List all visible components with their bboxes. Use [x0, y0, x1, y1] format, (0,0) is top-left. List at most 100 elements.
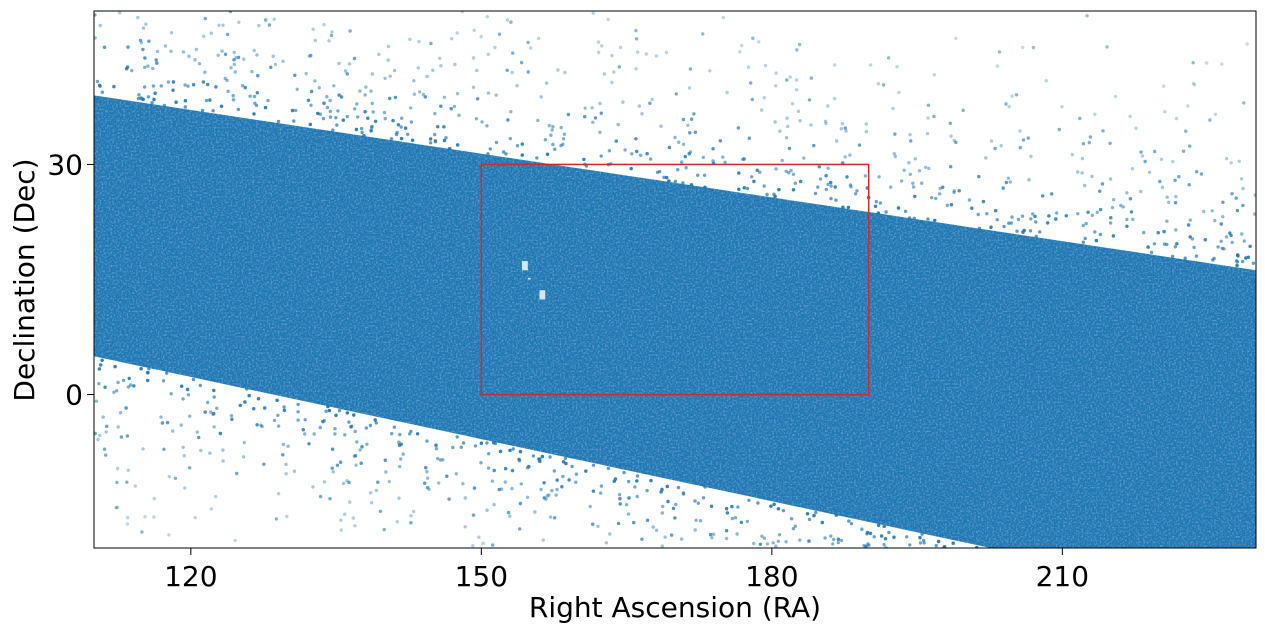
data-point — [784, 169, 788, 173]
data-point — [818, 177, 823, 181]
data-point — [137, 93, 141, 97]
data-point — [218, 431, 223, 436]
data-point — [348, 29, 352, 33]
data-point — [382, 527, 386, 532]
data-point — [281, 453, 285, 457]
data-point — [676, 485, 681, 490]
data-point — [1162, 242, 1167, 246]
data-point — [1152, 242, 1157, 246]
data-point — [173, 476, 178, 480]
data-point — [425, 470, 429, 474]
data-point — [94, 431, 97, 436]
data-point — [438, 56, 442, 60]
data-point — [831, 542, 835, 546]
data-point — [634, 28, 638, 33]
data-point — [313, 79, 317, 83]
data-point — [823, 119, 828, 124]
data-point — [457, 113, 461, 117]
data-point — [105, 424, 109, 428]
data-point — [1031, 45, 1036, 50]
data-point — [633, 485, 637, 489]
data-point — [274, 517, 279, 521]
data-point — [94, 431, 97, 436]
data-point — [1208, 118, 1212, 122]
data-point — [328, 497, 332, 501]
data-point — [347, 420, 351, 424]
data-point — [1153, 149, 1157, 154]
data-point — [1170, 254, 1175, 259]
data-point — [255, 423, 259, 427]
x-tick-label: 120 — [164, 560, 217, 593]
x-axis-label: Right Ascension (RA) — [529, 591, 821, 624]
data-point — [1085, 14, 1089, 18]
data-point — [212, 425, 216, 429]
data-point — [322, 101, 326, 105]
data-point — [352, 56, 357, 61]
data-point — [146, 95, 151, 99]
data-point — [718, 139, 722, 143]
data-point — [438, 458, 443, 462]
data-point — [391, 118, 395, 123]
data-point — [648, 101, 652, 105]
data-point — [187, 466, 192, 470]
data-point — [610, 80, 614, 85]
data-point — [369, 501, 374, 505]
data-point — [1080, 171, 1084, 175]
data-point — [629, 166, 633, 171]
data-point — [1129, 210, 1134, 214]
data-point — [1139, 189, 1143, 194]
data-point — [755, 168, 759, 172]
data-point — [449, 37, 454, 41]
data-point — [112, 390, 116, 394]
data-point — [884, 210, 888, 214]
data-point — [883, 537, 888, 541]
data-point — [386, 58, 390, 62]
data-point — [100, 358, 104, 362]
data-point — [511, 51, 515, 55]
data-point — [383, 458, 387, 462]
data-point — [343, 69, 348, 73]
data-point — [637, 104, 641, 108]
data-point — [143, 515, 147, 519]
data-point — [1181, 149, 1186, 153]
data-point — [97, 382, 101, 386]
data-point — [1128, 197, 1133, 201]
data-point — [1110, 205, 1115, 210]
data-point — [795, 48, 799, 52]
data-point — [162, 447, 166, 451]
data-point — [206, 82, 210, 87]
data-point — [390, 432, 394, 436]
data-point — [878, 201, 883, 205]
data-point — [1219, 239, 1223, 243]
data-point — [1006, 176, 1011, 180]
data-point — [382, 110, 387, 115]
data-point — [936, 539, 941, 544]
data-point — [1109, 216, 1113, 220]
data-point — [425, 74, 429, 79]
data-point — [774, 544, 778, 548]
data-point — [415, 432, 420, 436]
data-point — [1236, 253, 1240, 257]
data-point — [1241, 186, 1245, 191]
data-point — [98, 433, 102, 437]
data-point — [1010, 94, 1014, 98]
data-point — [887, 530, 891, 535]
data-point — [954, 140, 958, 145]
data-point — [515, 144, 520, 148]
data-point — [374, 421, 378, 425]
data-point — [692, 112, 696, 116]
data-point — [745, 186, 750, 191]
data-point — [169, 392, 173, 396]
data-point — [186, 84, 190, 88]
data-point — [209, 410, 213, 414]
data-point — [339, 518, 343, 522]
y-axis-label: Declination (Dec) — [8, 158, 41, 401]
data-point — [881, 83, 886, 87]
data-point — [807, 539, 811, 543]
data-point — [1235, 208, 1240, 213]
data-point — [1004, 180, 1009, 185]
data-point — [659, 124, 663, 128]
data-point — [1188, 144, 1192, 148]
data-point — [784, 136, 789, 140]
data-point — [626, 512, 631, 516]
